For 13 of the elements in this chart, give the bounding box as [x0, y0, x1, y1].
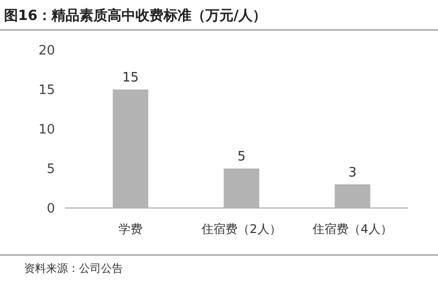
y-tick-label: 0 [46, 202, 55, 217]
data-label: 15 [122, 70, 139, 86]
x-tick-label: 住宿费（2人） [200, 222, 282, 236]
y-tick-label: 15 [38, 83, 55, 98]
data-label: 5 [237, 150, 246, 164]
x-tick-label: 学费 [118, 222, 142, 236]
chart-title: 图16：精品素质高中收费标准（万元/人） [4, 7, 267, 24]
data-label: 3 [348, 165, 357, 180]
text: 资料来源：公司公告 [24, 262, 123, 275]
x-tick-label: 住宿费（4人） [312, 222, 392, 236]
y-tick-label: 5 [46, 162, 55, 178]
y-tick-label: 20 [38, 44, 55, 59]
y-tick-label: 10 [38, 122, 55, 138]
